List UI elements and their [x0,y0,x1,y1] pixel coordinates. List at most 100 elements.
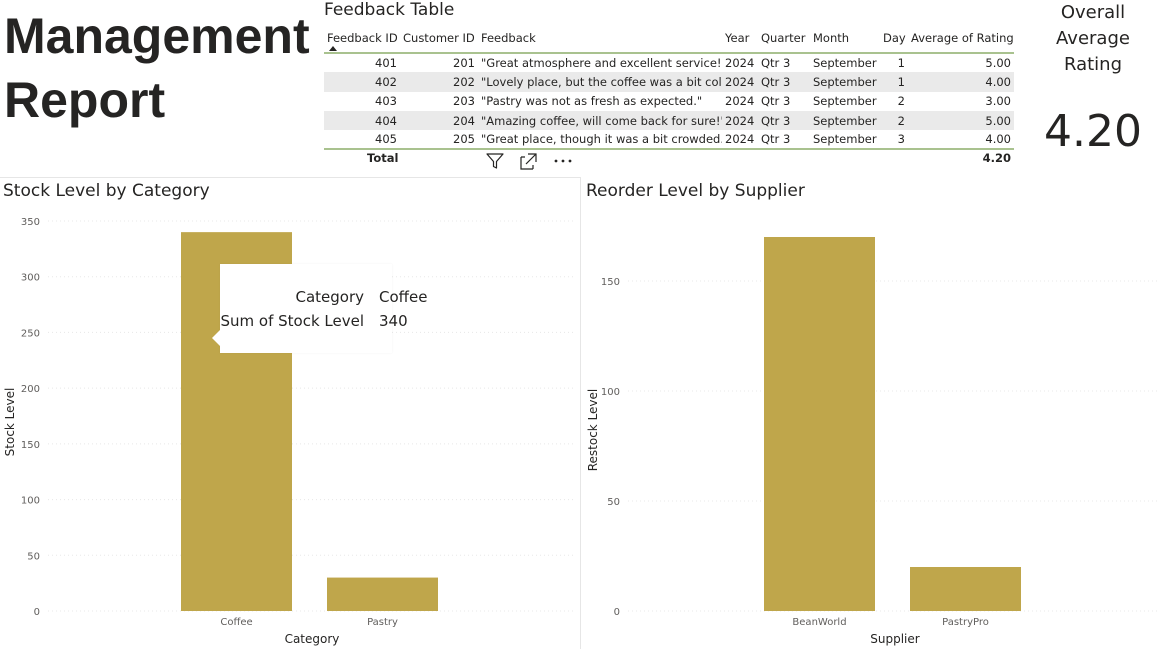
cell-day: 1 [880,72,908,92]
kpi-label-line-2: Average [1056,28,1130,49]
bar-beanworld[interactable] [764,237,875,611]
cell-quarter: Qtr 3 [758,72,810,92]
cell-average-rating: 3.00 [985,94,1011,109]
cell-day: 2 [880,110,908,131]
y-tick-label: 100 [601,387,620,398]
x-tick-label: Pastry [367,617,398,628]
cell-customer-id: 205 [453,132,475,147]
tooltip-row-sum-stock: Sum of Stock Level 340 [220,312,408,330]
y-tick-label: 150 [21,440,40,451]
kpi-label-line-1: Overall [1060,2,1126,23]
cell-customer-id: 202 [400,72,478,92]
cell-day: 1 [897,56,905,71]
report-title: Management Report [4,4,316,132]
cell-year: 2024 [722,110,758,131]
column-header-day[interactable]: Day [880,24,908,54]
y-tick-label: 150 [601,277,620,288]
cell-feedback-id: 405 [375,132,397,147]
cell-feedback: "Great atmosphere and excellent service!… [481,56,722,71]
cell-average-rating: 4.00 [985,132,1011,147]
y-tick-label: 0 [34,607,40,618]
cell-feedback: "Great place, though it was a bit crowde… [481,132,722,147]
y-tick-label: 0 [614,607,620,618]
y-axis-title: Restock Level [586,389,600,472]
cell-customer-id: 204 [400,110,478,131]
cell-year: 2024 [725,132,755,147]
kpi-label-line-3: Rating [1063,54,1123,75]
table-row[interactable]: 403 203 "Pastry was not as fresh as expe… [324,92,1014,111]
cell-month: September [813,94,877,109]
total-label: Total [324,148,478,170]
cell-year: 2024 [725,56,755,71]
total-average-rating: 4.20 [908,148,1014,170]
filter-icon[interactable] [484,150,506,172]
kpi-label: Overall Average Rating [1030,0,1156,78]
cell-average-rating: 5.00 [908,110,1014,131]
cell-customer-id: 201 [453,56,475,71]
x-tick-label: PastryPro [942,617,989,628]
cell-month: September [813,132,877,147]
column-header-month[interactable]: Month [810,24,880,54]
report-title-line-1: Management [4,8,310,64]
report-title-line-2: Report [4,72,166,128]
x-tick-label: Coffee [220,617,252,628]
cell-month: September [810,72,880,92]
cell-feedback: "Amazing coffee, will come back for sure… [478,110,722,131]
reorder-chart-title: Reorder Level by Supplier [586,181,805,201]
sort-ascending-icon [329,46,337,51]
feedback-table: Feedback ID Customer ID Feedback Year Qu… [324,24,1014,170]
cell-feedback: "Lovely place, but the coffee was a bit … [478,72,722,92]
cell-average-rating: 5.00 [985,56,1011,71]
column-header-customer-id[interactable]: Customer ID [400,24,478,54]
y-tick-label: 50 [607,497,620,508]
x-tick-label: BeanWorld [792,617,846,628]
table-row[interactable]: 405 205 "Great place, though it was a bi… [324,130,1014,149]
column-header-feedback[interactable]: Feedback [478,24,722,54]
tooltip-row-category: Category Coffee [295,288,428,306]
feedback-table-title: Feedback Table [324,0,455,20]
table-header-row: Feedback ID Customer ID Feedback Year Qu… [324,24,1014,54]
cell-feedback-id: 404 [324,110,400,131]
y-tick-label: 50 [27,551,40,562]
x-axis-title: Category [285,632,340,646]
cell-year: 2024 [725,94,755,109]
y-tick-label: 250 [21,328,40,339]
y-tick-label: 350 [21,217,40,228]
cell-quarter: Qtr 3 [761,94,791,109]
focus-mode-icon[interactable] [518,150,540,172]
cell-average-rating: 4.00 [908,72,1014,92]
table-row[interactable]: 401 201 "Great atmosphere and excellent … [324,53,1014,72]
column-header-quarter[interactable]: Quarter [758,24,810,54]
y-tick-label: 300 [21,273,40,284]
bar-pastry[interactable] [327,577,438,611]
table-row[interactable]: 404 204 "Amazing coffee, will come back … [324,110,1014,131]
table-row[interactable]: 402 202 "Lovely place, but the coffee wa… [324,72,1014,92]
cell-year: 2024 [722,72,758,92]
column-header-feedback-id[interactable]: Feedback ID [324,24,400,54]
cell-quarter: Qtr 3 [761,56,791,71]
y-axis-title: Stock Level [3,388,17,457]
cell-day: 3 [897,132,905,147]
cell-feedback-id: 403 [375,94,397,109]
cell-feedback: "Pastry was not as fresh as expected." [481,94,703,109]
table-total-row: Total 4.20 [324,148,1014,170]
reorder-level-chart: 0 50 100 150 BeanWorld PastryPro Supplier Resto… [586,237,1158,646]
stock-chart-container [0,177,581,649]
cell-feedback-id: 402 [324,72,400,92]
cell-month: September [813,56,877,71]
column-header-average-rating[interactable]: Average of Rating [908,24,1014,54]
column-header-year[interactable]: Year [722,24,758,54]
cell-quarter: Qtr 3 [758,110,810,131]
cell-quarter: Qtr 3 [761,132,791,147]
cell-day: 2 [897,94,905,109]
more-options-icon[interactable] [552,150,574,172]
visual-header-toolbar [484,150,574,172]
y-tick-label: 200 [21,384,40,395]
bar-pastrypro[interactable] [910,567,1021,611]
y-tick-label: 100 [21,496,40,507]
kpi-value: 4.20 [1044,106,1142,157]
cell-customer-id: 203 [453,94,475,109]
cell-feedback-id: 401 [375,56,397,71]
cell-month: September [810,110,880,131]
x-axis-title: Supplier [870,632,920,646]
